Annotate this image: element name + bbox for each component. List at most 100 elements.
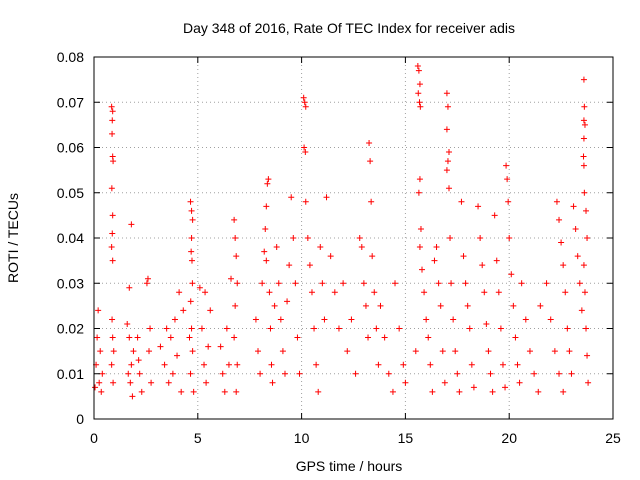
roti-data-point xyxy=(323,194,330,201)
roti-data-point xyxy=(286,262,293,269)
roti-data-point xyxy=(448,280,455,287)
roti-data-point xyxy=(188,325,195,332)
roti-data-point xyxy=(267,325,274,332)
y-axis-label: ROTI / TECUs xyxy=(5,193,21,283)
roti-data-point xyxy=(202,289,209,296)
roti-data-point xyxy=(576,280,583,287)
roti-data-point xyxy=(437,302,444,309)
roti-data-point xyxy=(261,248,268,255)
roti-data-point xyxy=(284,298,291,305)
roti-data-point xyxy=(441,379,448,386)
roti-data-point xyxy=(445,149,452,156)
chart-title: Day 348 of 2016, Rate Of TEC Index for r… xyxy=(183,20,515,36)
roti-data-point xyxy=(419,266,426,273)
x-tick-label: 20 xyxy=(501,430,517,446)
roti-data-point xyxy=(273,244,280,251)
roti-data-point xyxy=(207,307,214,314)
roti-data-point xyxy=(348,316,355,323)
roti-data-point xyxy=(417,225,424,232)
roti-data-point xyxy=(352,370,359,377)
roti-data-point xyxy=(231,216,238,223)
roti-data-point xyxy=(558,239,565,246)
roti-data-point xyxy=(97,348,104,355)
roti-data-point xyxy=(502,384,509,391)
roti-data-point xyxy=(144,275,151,282)
roti-data-point xyxy=(580,117,587,124)
roti-data-point xyxy=(368,198,375,205)
roti-data-point xyxy=(308,289,315,296)
roti-data-point xyxy=(362,302,369,309)
roti-data-point xyxy=(389,388,396,395)
roti-data-point xyxy=(108,185,115,192)
roti-data-point xyxy=(495,289,502,296)
roti-data-point xyxy=(443,126,450,133)
roti-data-point xyxy=(518,280,525,287)
roti-data-point xyxy=(198,325,205,332)
roti-data-point xyxy=(491,212,498,219)
roti-data-point xyxy=(468,361,475,368)
plot-frame xyxy=(93,56,614,420)
roti-data-point xyxy=(560,262,567,269)
roti-data-point xyxy=(296,370,303,377)
roti-data-point xyxy=(505,198,512,205)
roti-data-point xyxy=(371,289,378,296)
roti-data-point xyxy=(292,280,299,287)
x-tick-label: 10 xyxy=(294,430,310,446)
roti-data-point xyxy=(225,361,232,368)
roti-data-point xyxy=(417,103,424,110)
roti-data-point xyxy=(489,388,496,395)
roti-data-point xyxy=(583,325,590,332)
roti-data-point xyxy=(169,370,176,377)
roti-data-point xyxy=(508,271,515,278)
roti-data-point xyxy=(373,325,380,332)
roti-data-point xyxy=(570,203,577,210)
roti-data-point xyxy=(95,307,102,314)
roti-data-point xyxy=(98,388,105,395)
roti-data-point xyxy=(263,257,270,264)
y-tick-label: 0.01 xyxy=(57,366,84,382)
roti-data-point xyxy=(189,348,196,355)
roti-data-point xyxy=(234,361,241,368)
roti-data-point xyxy=(423,316,430,323)
y-tick-label: 0.02 xyxy=(57,321,84,337)
x-tick-label: 15 xyxy=(398,430,414,446)
y-tick-label: 0.03 xyxy=(57,275,84,291)
roti-data-point xyxy=(234,280,241,287)
roti-data-point xyxy=(128,361,135,368)
roti-data-point xyxy=(584,235,591,241)
roti-data-point xyxy=(431,257,438,264)
roti-data-point xyxy=(415,90,422,97)
roti-data-point xyxy=(547,316,554,323)
roti-data-point xyxy=(487,370,494,377)
roti-data-point xyxy=(259,280,266,287)
roti-data-point xyxy=(460,253,467,260)
roti-data-point xyxy=(187,298,194,305)
roti-data-point xyxy=(281,370,288,377)
roti-data-point xyxy=(506,235,513,241)
roti-data-point xyxy=(415,189,422,196)
roti-data-point xyxy=(562,289,569,296)
roti-data-point xyxy=(228,275,235,282)
roti-data-point xyxy=(290,235,297,241)
roti-data-point xyxy=(302,103,309,110)
roti-data-point xyxy=(585,379,592,386)
roti-data-point xyxy=(454,370,461,377)
roti-data-point xyxy=(447,235,454,241)
data-markers xyxy=(92,63,592,400)
roti-data-point xyxy=(135,357,142,364)
roti-data-point xyxy=(375,361,382,368)
roti-data-point xyxy=(163,325,170,332)
roti-data-point xyxy=(265,176,272,183)
roti-data-point xyxy=(136,370,143,377)
roti-data-point xyxy=(415,67,422,74)
roti-data-point xyxy=(126,284,133,291)
roti-data-point xyxy=(311,325,318,332)
roti-data-point xyxy=(188,248,195,255)
roti-data-point xyxy=(165,379,172,386)
roti-data-point xyxy=(127,379,134,386)
roti-data-point xyxy=(196,284,203,291)
roti-data-point xyxy=(223,325,230,332)
roti-data-point xyxy=(188,235,195,241)
x-axis-tick-labels: 0 5 10 15 20 25 xyxy=(90,430,621,446)
